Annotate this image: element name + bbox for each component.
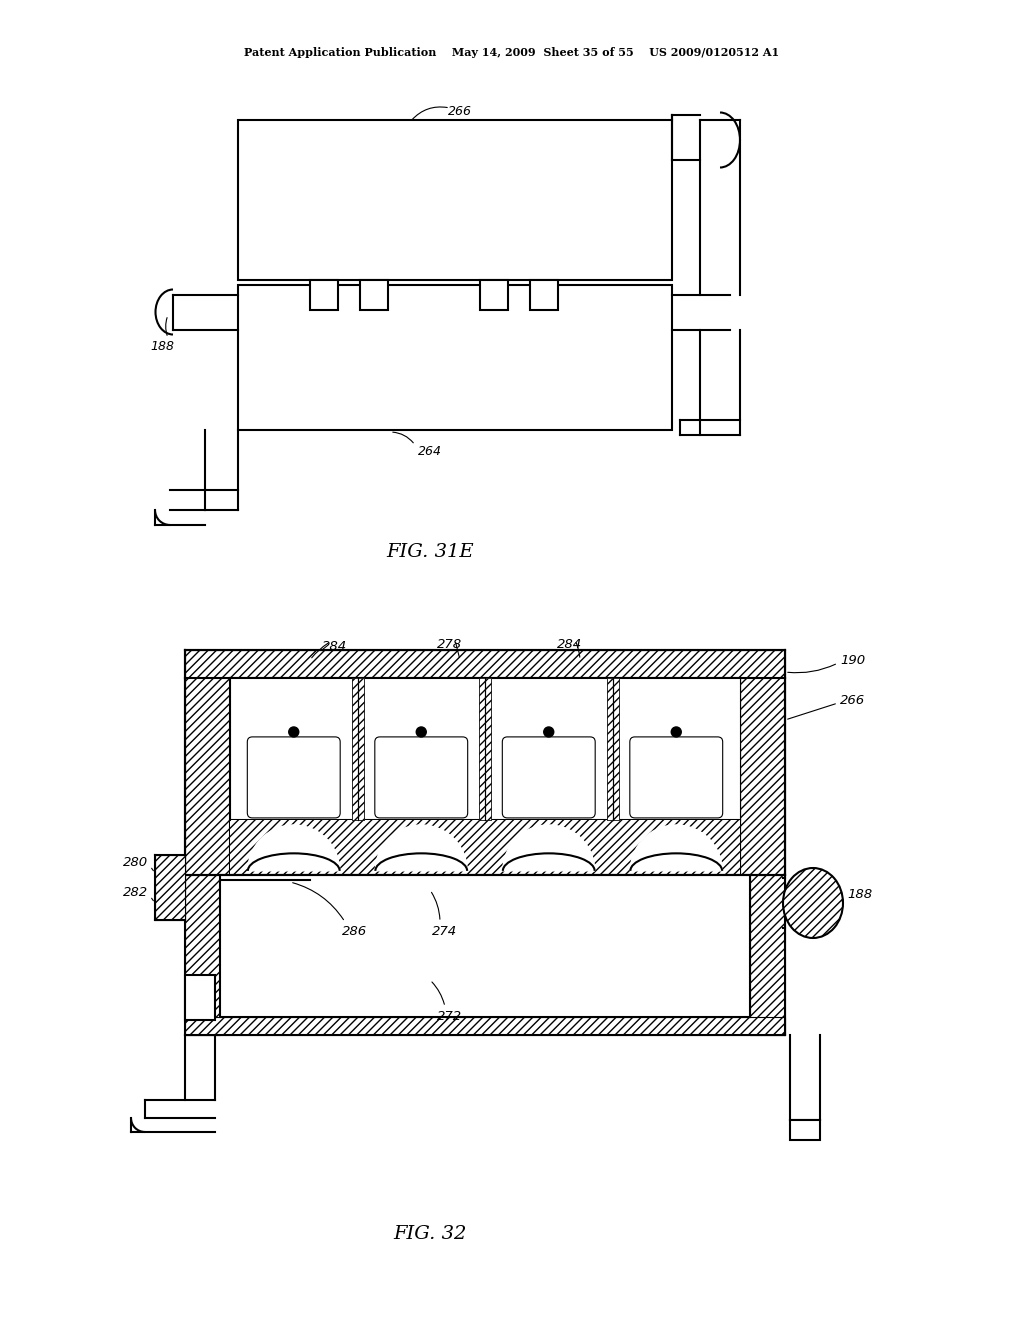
Text: Patent Application Publication    May 14, 2009  Sheet 35 of 55    US 2009/012051: Patent Application Publication May 14, 2… [245, 46, 779, 58]
Bar [606, 678, 618, 820]
Bar [238, 120, 672, 280]
Text: 188: 188 [847, 888, 872, 902]
Text: 278: 278 [437, 638, 463, 651]
FancyBboxPatch shape [503, 737, 595, 818]
Bar [357, 678, 485, 820]
Text: 266: 266 [449, 106, 472, 117]
Bar [479, 678, 490, 820]
Bar [155, 855, 185, 920]
FancyBboxPatch shape [375, 737, 468, 818]
Wedge shape [376, 825, 467, 871]
Text: 274: 274 [432, 925, 458, 939]
Circle shape [289, 727, 299, 737]
Text: 280: 280 [123, 857, 148, 870]
Text: 190: 190 [840, 653, 865, 667]
Bar [185, 1016, 785, 1035]
Ellipse shape [783, 869, 843, 939]
Text: 282: 282 [123, 887, 148, 899]
Bar [220, 875, 750, 1016]
Bar [530, 280, 558, 310]
Bar [351, 678, 364, 820]
Text: FIG. 31E: FIG. 31E [386, 543, 474, 561]
Circle shape [544, 727, 554, 737]
Bar [310, 280, 338, 310]
Bar [360, 280, 388, 310]
Text: 264: 264 [418, 445, 442, 458]
Bar [185, 678, 230, 875]
Circle shape [672, 727, 681, 737]
Text: 284: 284 [557, 638, 583, 651]
Bar [230, 820, 740, 875]
Bar [185, 975, 215, 1020]
Text: FIG. 32: FIG. 32 [393, 1225, 467, 1243]
Bar [790, 1119, 820, 1140]
Bar [238, 285, 672, 430]
Bar [230, 678, 357, 820]
Wedge shape [503, 825, 595, 871]
Text: 188: 188 [150, 341, 174, 352]
Bar [606, 678, 618, 820]
Text: 266: 266 [840, 693, 865, 706]
Bar [185, 875, 220, 1035]
Text: 272: 272 [437, 1010, 463, 1023]
FancyBboxPatch shape [630, 737, 723, 818]
Bar [479, 678, 490, 820]
Text: 286: 286 [342, 925, 368, 939]
Text: 284: 284 [323, 640, 347, 653]
Bar [740, 678, 785, 875]
Wedge shape [631, 825, 722, 871]
Bar [750, 875, 785, 1035]
Bar [612, 678, 740, 820]
FancyBboxPatch shape [248, 737, 340, 818]
Bar [185, 649, 785, 678]
Wedge shape [248, 825, 340, 871]
Circle shape [416, 727, 426, 737]
Bar [485, 678, 612, 820]
Bar [351, 678, 364, 820]
Bar [480, 280, 508, 310]
